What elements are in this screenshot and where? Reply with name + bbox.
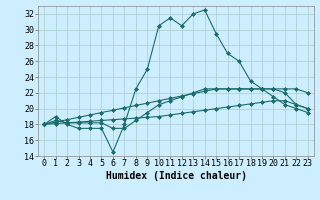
X-axis label: Humidex (Indice chaleur): Humidex (Indice chaleur) [106,171,246,181]
